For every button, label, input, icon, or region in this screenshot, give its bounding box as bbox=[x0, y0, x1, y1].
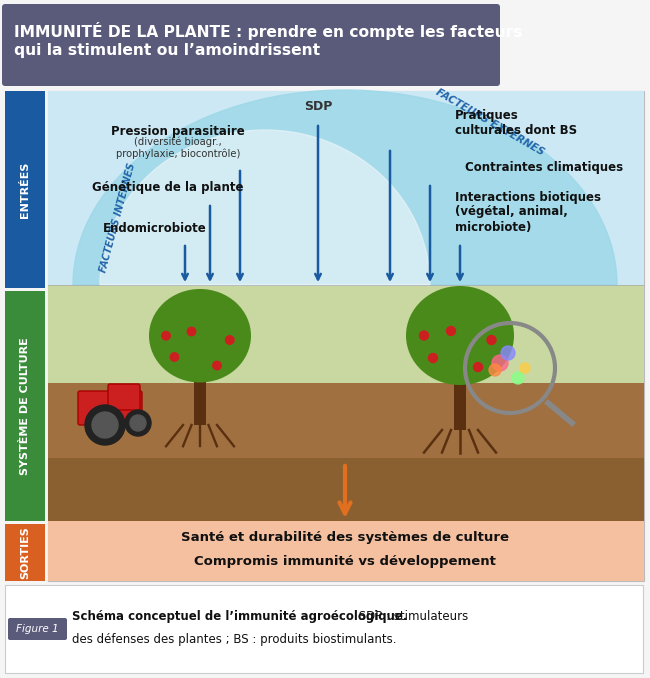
Text: Compromis immunité vs développement: Compromis immunité vs développement bbox=[194, 555, 496, 567]
FancyBboxPatch shape bbox=[108, 384, 140, 410]
Circle shape bbox=[130, 415, 146, 431]
Text: Pression parasitaire: Pression parasitaire bbox=[111, 125, 245, 138]
Text: qui la stimulent ou l’amoindrissent: qui la stimulent ou l’amoindrissent bbox=[14, 43, 320, 58]
Bar bbox=[454, 376, 466, 430]
Circle shape bbox=[473, 363, 482, 372]
Circle shape bbox=[419, 331, 428, 340]
Bar bbox=[48, 285, 644, 398]
Text: SORTIES: SORTIES bbox=[20, 527, 30, 580]
Circle shape bbox=[125, 410, 151, 436]
Text: Contraintes climatiques: Contraintes climatiques bbox=[465, 161, 623, 174]
Circle shape bbox=[447, 327, 456, 336]
Circle shape bbox=[92, 412, 118, 438]
Bar bbox=[48, 458, 644, 523]
Bar bbox=[5, 91, 45, 288]
Text: SDP : stimulateurs: SDP : stimulateurs bbox=[355, 610, 468, 623]
Text: FACTEURS EXTERNES: FACTEURS EXTERNES bbox=[434, 87, 546, 157]
Text: (diversité bioagr.,
prophylaxie, biocontrôle): (diversité bioagr., prophylaxie, biocont… bbox=[116, 137, 240, 159]
FancyBboxPatch shape bbox=[2, 4, 500, 86]
Bar bbox=[48, 383, 644, 458]
Bar bbox=[5, 524, 45, 581]
Text: SDP: SDP bbox=[304, 100, 332, 113]
Circle shape bbox=[501, 346, 515, 360]
Text: Endomicrobiote: Endomicrobiote bbox=[103, 222, 207, 235]
Circle shape bbox=[213, 361, 221, 370]
Bar bbox=[48, 91, 644, 398]
Text: Figure 1: Figure 1 bbox=[16, 624, 58, 634]
Bar bbox=[48, 91, 644, 581]
Circle shape bbox=[428, 353, 437, 363]
Polygon shape bbox=[100, 130, 430, 285]
Circle shape bbox=[226, 336, 234, 344]
Text: IMMUNITÉ DE LA PLANTE : prendre en compte les facteurs: IMMUNITÉ DE LA PLANTE : prendre en compt… bbox=[14, 22, 523, 40]
Circle shape bbox=[187, 327, 196, 336]
Text: SYSTÈME DE CULTURE: SYSTÈME DE CULTURE bbox=[20, 337, 30, 475]
Ellipse shape bbox=[149, 289, 251, 382]
Ellipse shape bbox=[406, 286, 514, 385]
Text: FACTEURS INTERNES: FACTEURS INTERNES bbox=[99, 162, 137, 274]
FancyBboxPatch shape bbox=[78, 391, 142, 425]
Text: Interactions biotiques
(végétal, animal,
microbiote): Interactions biotiques (végétal, animal,… bbox=[455, 191, 601, 233]
FancyBboxPatch shape bbox=[8, 618, 67, 640]
Circle shape bbox=[162, 332, 170, 340]
Text: Santé et durabilité des systèmes de culture: Santé et durabilité des systèmes de cult… bbox=[181, 532, 509, 544]
Text: Génétique de la plante: Génétique de la plante bbox=[92, 182, 244, 195]
Polygon shape bbox=[73, 90, 617, 285]
Text: Schéma conceptuel de l’immunité agroécologique.: Schéma conceptuel de l’immunité agroécol… bbox=[72, 610, 408, 623]
Circle shape bbox=[85, 405, 125, 445]
Bar bbox=[194, 374, 206, 425]
Text: ENTRÉES: ENTRÉES bbox=[20, 162, 30, 218]
Bar bbox=[48, 521, 644, 581]
Circle shape bbox=[487, 336, 496, 344]
Bar bbox=[5, 291, 45, 521]
Circle shape bbox=[512, 372, 524, 384]
Text: des défenses des plantes ; BS : produits biostimulants.: des défenses des plantes ; BS : produits… bbox=[72, 633, 396, 646]
Circle shape bbox=[520, 363, 530, 373]
Circle shape bbox=[170, 353, 179, 361]
Circle shape bbox=[492, 355, 508, 371]
Bar bbox=[5, 585, 643, 673]
Text: Pratiques
culturales dont BS: Pratiques culturales dont BS bbox=[455, 109, 577, 137]
Circle shape bbox=[489, 364, 501, 376]
